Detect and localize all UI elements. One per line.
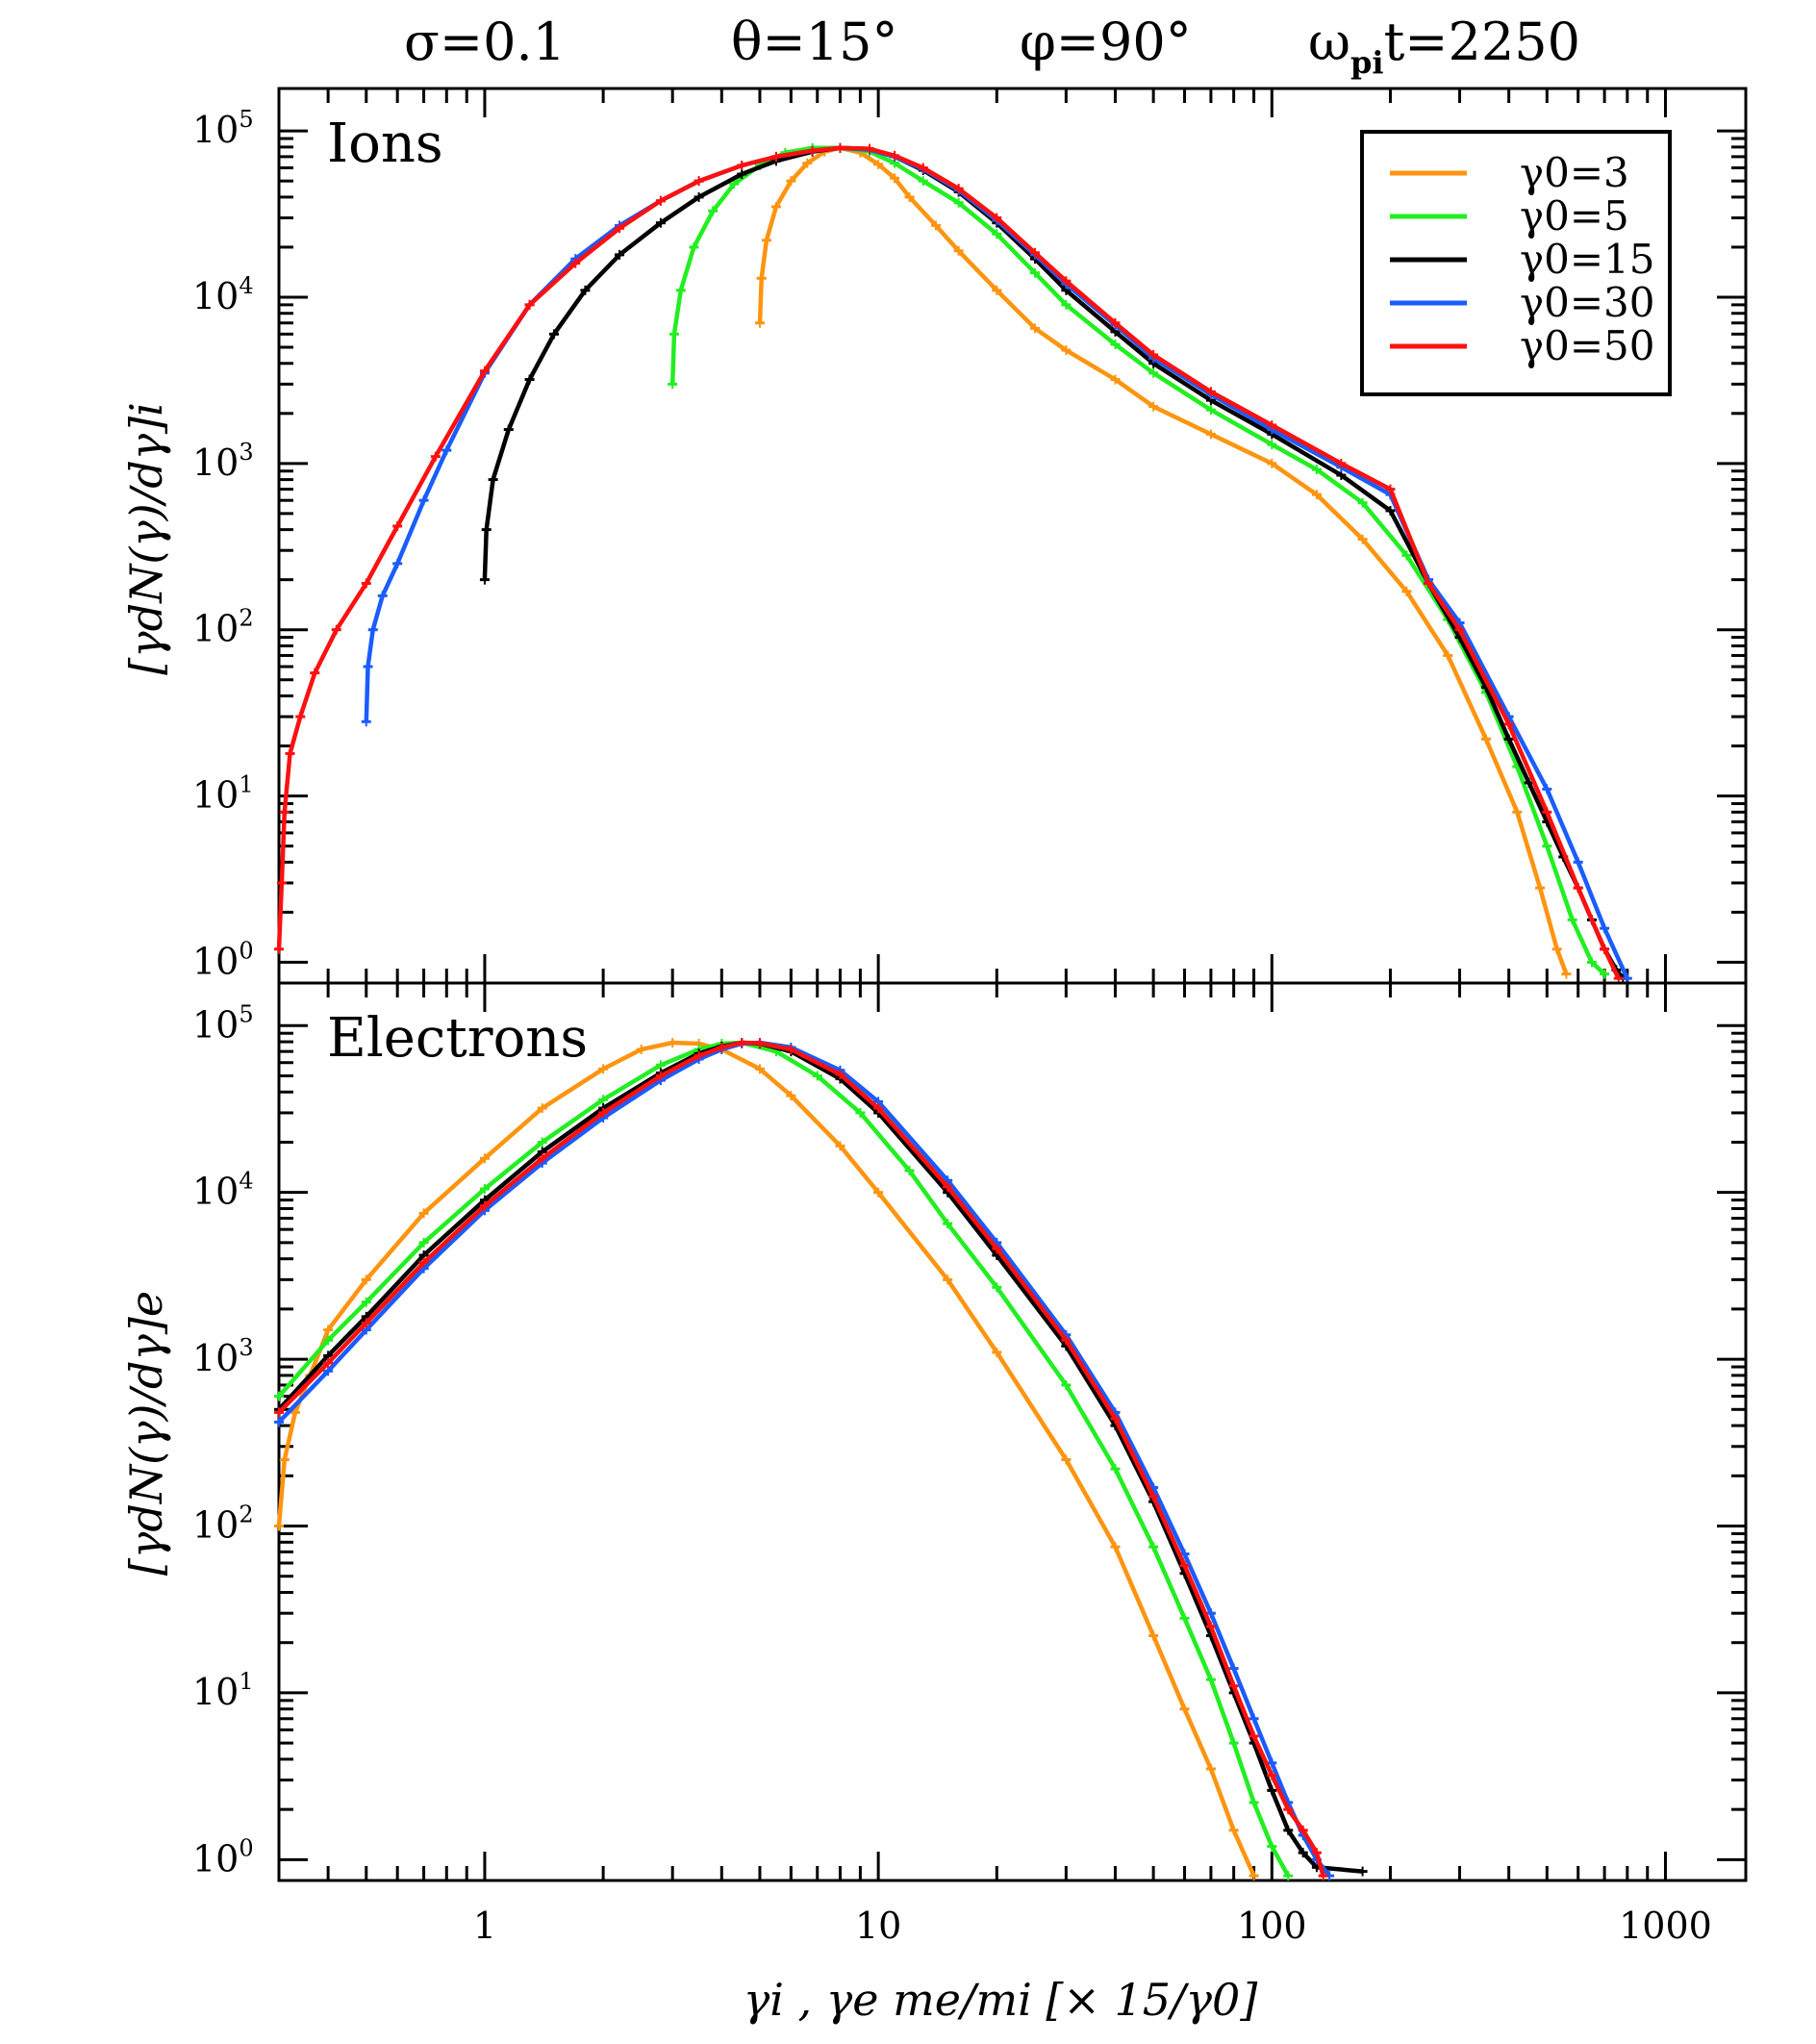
ions-y-tick-label: 104	[192, 272, 254, 317]
header-time-omega: ω	[1308, 12, 1350, 72]
y-tick-exponent: 3	[239, 1334, 253, 1361]
electrons-series-line-1	[277, 1040, 1291, 1878]
electrons-series-group	[274, 1038, 1368, 1881]
y-tick-base: 10	[192, 275, 239, 317]
x-tick-label: 100	[1237, 1905, 1307, 1947]
legend-label-3: γ0=30	[1520, 279, 1654, 326]
electrons-y-tick-label: 105	[192, 1000, 254, 1046]
header-time-sub: pi	[1350, 44, 1384, 81]
electrons-series-line-3	[277, 1040, 1331, 1878]
electrons-y-tick-label: 101	[192, 1668, 254, 1713]
ions-panel-title: Ions	[327, 113, 443, 175]
y-tick-exponent: 2	[239, 605, 253, 632]
x-tick-label: 1	[473, 1905, 496, 1947]
y-tick-exponent: 4	[239, 272, 253, 299]
legend-label-4: γ0=50	[1520, 322, 1654, 369]
y-tick-exponent: 0	[239, 937, 253, 964]
y-tick-base: 10	[192, 1504, 239, 1547]
figure-header: σ=0.1 θ=15° φ=90° ωpit=2250	[404, 12, 1580, 81]
ions-y-tick-label: 102	[192, 605, 254, 650]
y-tick-base: 10	[192, 774, 239, 817]
x-tick-label: 10	[855, 1905, 901, 1947]
x-axis-title: γi , γe me/mi [× 15/γ0]	[744, 1974, 1258, 2026]
electrons-panel-title: Electrons	[327, 1007, 588, 1070]
y-tick-base: 10	[192, 1171, 239, 1213]
y-tick-exponent: 2	[239, 1501, 253, 1528]
electrons-y-tick-label: 103	[192, 1334, 254, 1379]
ions-y-tick-label: 105	[192, 106, 254, 151]
y-tick-exponent: 5	[239, 106, 253, 133]
y-axis-title-ions: [γdN(γ)/dγ]i	[120, 402, 172, 675]
header-sigma: σ=0.1	[404, 12, 566, 72]
y-tick-exponent: 4	[239, 1168, 253, 1195]
legend-label-1: γ0=5	[1520, 192, 1629, 240]
header-time: ωpit=2250	[1308, 12, 1580, 81]
ions-y-tick-label: 103	[192, 439, 254, 484]
y-tick-exponent: 3	[239, 439, 253, 466]
electrons-plot-frame	[277, 981, 1748, 1882]
y-tick-base: 10	[192, 1837, 239, 1880]
y-tick-exponent: 5	[239, 1000, 253, 1027]
y-axis-title-electrons: [γdN(γ)/dγ]e	[120, 1291, 172, 1576]
y-tick-exponent: 1	[239, 1668, 253, 1695]
ions-series-group	[274, 142, 1632, 984]
y-tick-base: 10	[192, 1337, 239, 1379]
ions-y-tick-label: 101	[192, 771, 254, 817]
electrons-y-tick-label: 104	[192, 1168, 254, 1213]
x-tick-label: 1000	[1619, 1905, 1712, 1947]
ions-series-line-0	[757, 145, 1569, 975]
electrons-y-tick-label: 102	[192, 1501, 254, 1547]
y-tick-base: 10	[192, 442, 239, 484]
y-tick-base: 10	[192, 608, 239, 650]
header-time-rest: t=2250	[1384, 12, 1580, 72]
header-phi: φ=90°	[1020, 12, 1192, 72]
y-tick-base: 10	[192, 1003, 239, 1046]
y-tick-exponent: 0	[239, 1834, 253, 1861]
legend-label-2: γ0=15	[1520, 236, 1654, 283]
electrons-y-tick-label: 100	[192, 1834, 254, 1880]
header-theta: θ=15°	[731, 12, 897, 72]
y-tick-base: 10	[192, 109, 239, 151]
y-tick-exponent: 1	[239, 771, 253, 798]
legend-label-0: γ0=3	[1520, 149, 1629, 196]
y-tick-base: 10	[192, 1671, 239, 1713]
ions-y-tick-label: 100	[192, 937, 254, 982]
y-tick-base: 10	[192, 940, 239, 982]
electrons-series-line-4	[277, 1040, 1325, 1877]
ions-series-line-4	[276, 145, 1621, 980]
